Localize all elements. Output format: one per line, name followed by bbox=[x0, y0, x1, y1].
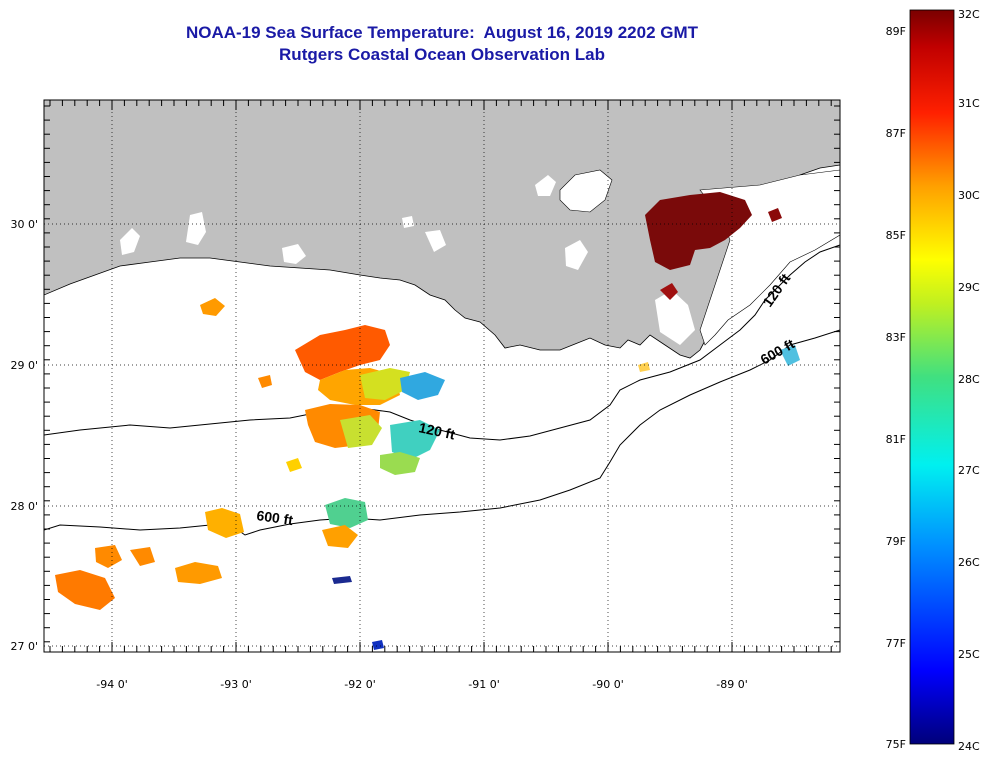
colorbar-gradient bbox=[909, 9, 955, 745]
sst-patch-cold-2 bbox=[372, 640, 384, 650]
sst-patch-small-3 bbox=[286, 458, 302, 472]
lon-label-93: -93 0' bbox=[220, 678, 252, 691]
cb-c-31: 31C bbox=[958, 97, 980, 110]
sst-patch-nearshore-hot bbox=[645, 192, 752, 270]
sst-patch-southwest-2 bbox=[95, 545, 122, 568]
lake-pontchartrain bbox=[559, 169, 613, 213]
sst-patch-east-offshore-2 bbox=[638, 362, 650, 372]
lon-label-92: -92 0' bbox=[344, 678, 376, 691]
longitude-axis: -94 0' -93 0' -92 0' -91 0' -90 0' -89 0… bbox=[96, 678, 748, 691]
cb-c-24: 24C bbox=[958, 740, 980, 753]
sst-patch-mid-east bbox=[390, 420, 440, 460]
cb-f-81: 81F bbox=[886, 433, 906, 446]
cb-f-77: 77F bbox=[886, 637, 906, 650]
axis-ticks bbox=[44, 100, 840, 652]
cb-f-89: 89F bbox=[886, 25, 906, 38]
lat-label-28: 28 0' bbox=[10, 500, 38, 513]
title-line-2: Rutgers Coastal Ocean Observation Lab bbox=[279, 45, 605, 64]
lat-label-30: 30 0' bbox=[10, 218, 38, 231]
contour-label-600-west: 600 ft bbox=[256, 507, 295, 528]
sst-patch-small-2 bbox=[258, 375, 272, 388]
sst-patch-mid-cool bbox=[340, 415, 382, 448]
lon-label-94: -94 0' bbox=[96, 678, 128, 691]
sst-patch-southwest-3 bbox=[130, 547, 155, 566]
cb-c-25: 25C bbox=[958, 648, 980, 661]
latitude-axis: 30 0' 29 0' 28 0' 27 0' bbox=[10, 218, 38, 653]
cb-c-32: 32C bbox=[958, 8, 980, 21]
lon-label-91: -91 0' bbox=[468, 678, 500, 691]
contour-label-120-west: 120 ft bbox=[417, 419, 456, 442]
map-frame bbox=[43, 99, 841, 653]
lon-label-89: -89 0' bbox=[716, 678, 748, 691]
sst-patch-east-offshore bbox=[780, 345, 800, 366]
cloud-patch-land-4 bbox=[282, 244, 306, 264]
sst-patch-central-cool bbox=[360, 368, 410, 400]
sst-patch-southwest-4 bbox=[175, 562, 222, 584]
cloud-patch-land-6 bbox=[565, 240, 588, 270]
map-title: NOAA-19 Sea Surface Temperature: August … bbox=[44, 22, 840, 66]
sst-patch-central-cold bbox=[400, 372, 445, 400]
cb-c-26: 26C bbox=[958, 556, 980, 569]
cloud-patch-land-3 bbox=[120, 228, 140, 255]
lat-label-29: 29 0' bbox=[10, 359, 38, 372]
cb-f-83: 83F bbox=[886, 331, 906, 344]
cb-c-28: 28C bbox=[958, 373, 980, 386]
cb-f-75: 75F bbox=[886, 738, 906, 751]
sst-patch-small-1 bbox=[200, 298, 225, 316]
cb-c-30: 30C bbox=[958, 189, 980, 202]
lat-label-27: 27 0' bbox=[10, 640, 38, 653]
cb-f-85: 85F bbox=[886, 229, 906, 242]
sst-patch-south-1 bbox=[205, 508, 244, 538]
sst-patch-south-2 bbox=[325, 498, 368, 528]
sst-patch-southwest-1 bbox=[55, 570, 115, 610]
sst-patch-nearshore-hot-2 bbox=[660, 283, 678, 300]
cb-f-87: 87F bbox=[886, 127, 906, 140]
cb-c-27: 27C bbox=[958, 464, 980, 477]
colorbar: 32C 31C 30C 29C 28C 27C 26C 25C 24C 89F … bbox=[886, 8, 980, 753]
cloud-patch-land-5 bbox=[425, 230, 446, 252]
cloud-patch-land-7 bbox=[402, 216, 414, 228]
contour-600ft bbox=[44, 329, 840, 536]
sst-patch-cold-1 bbox=[332, 576, 352, 584]
cb-c-29: 29C bbox=[958, 281, 980, 294]
cloud-patch-land-2 bbox=[186, 212, 206, 245]
sst-patch-nearshore-hot-3 bbox=[768, 208, 782, 222]
contour-120ft bbox=[44, 244, 840, 441]
sst-patch-mid-east-2 bbox=[380, 452, 420, 475]
cloud-patch-land-1 bbox=[535, 175, 556, 196]
lon-label-90: -90 0' bbox=[592, 678, 624, 691]
graticule bbox=[44, 100, 840, 652]
cloud-patch-delta bbox=[655, 290, 695, 345]
cb-f-79: 79F bbox=[886, 535, 906, 548]
title-line-1: NOAA-19 Sea Surface Temperature: August … bbox=[185, 23, 699, 42]
sst-patch-south-3 bbox=[322, 525, 358, 548]
sst-patch-central-north bbox=[295, 325, 390, 380]
